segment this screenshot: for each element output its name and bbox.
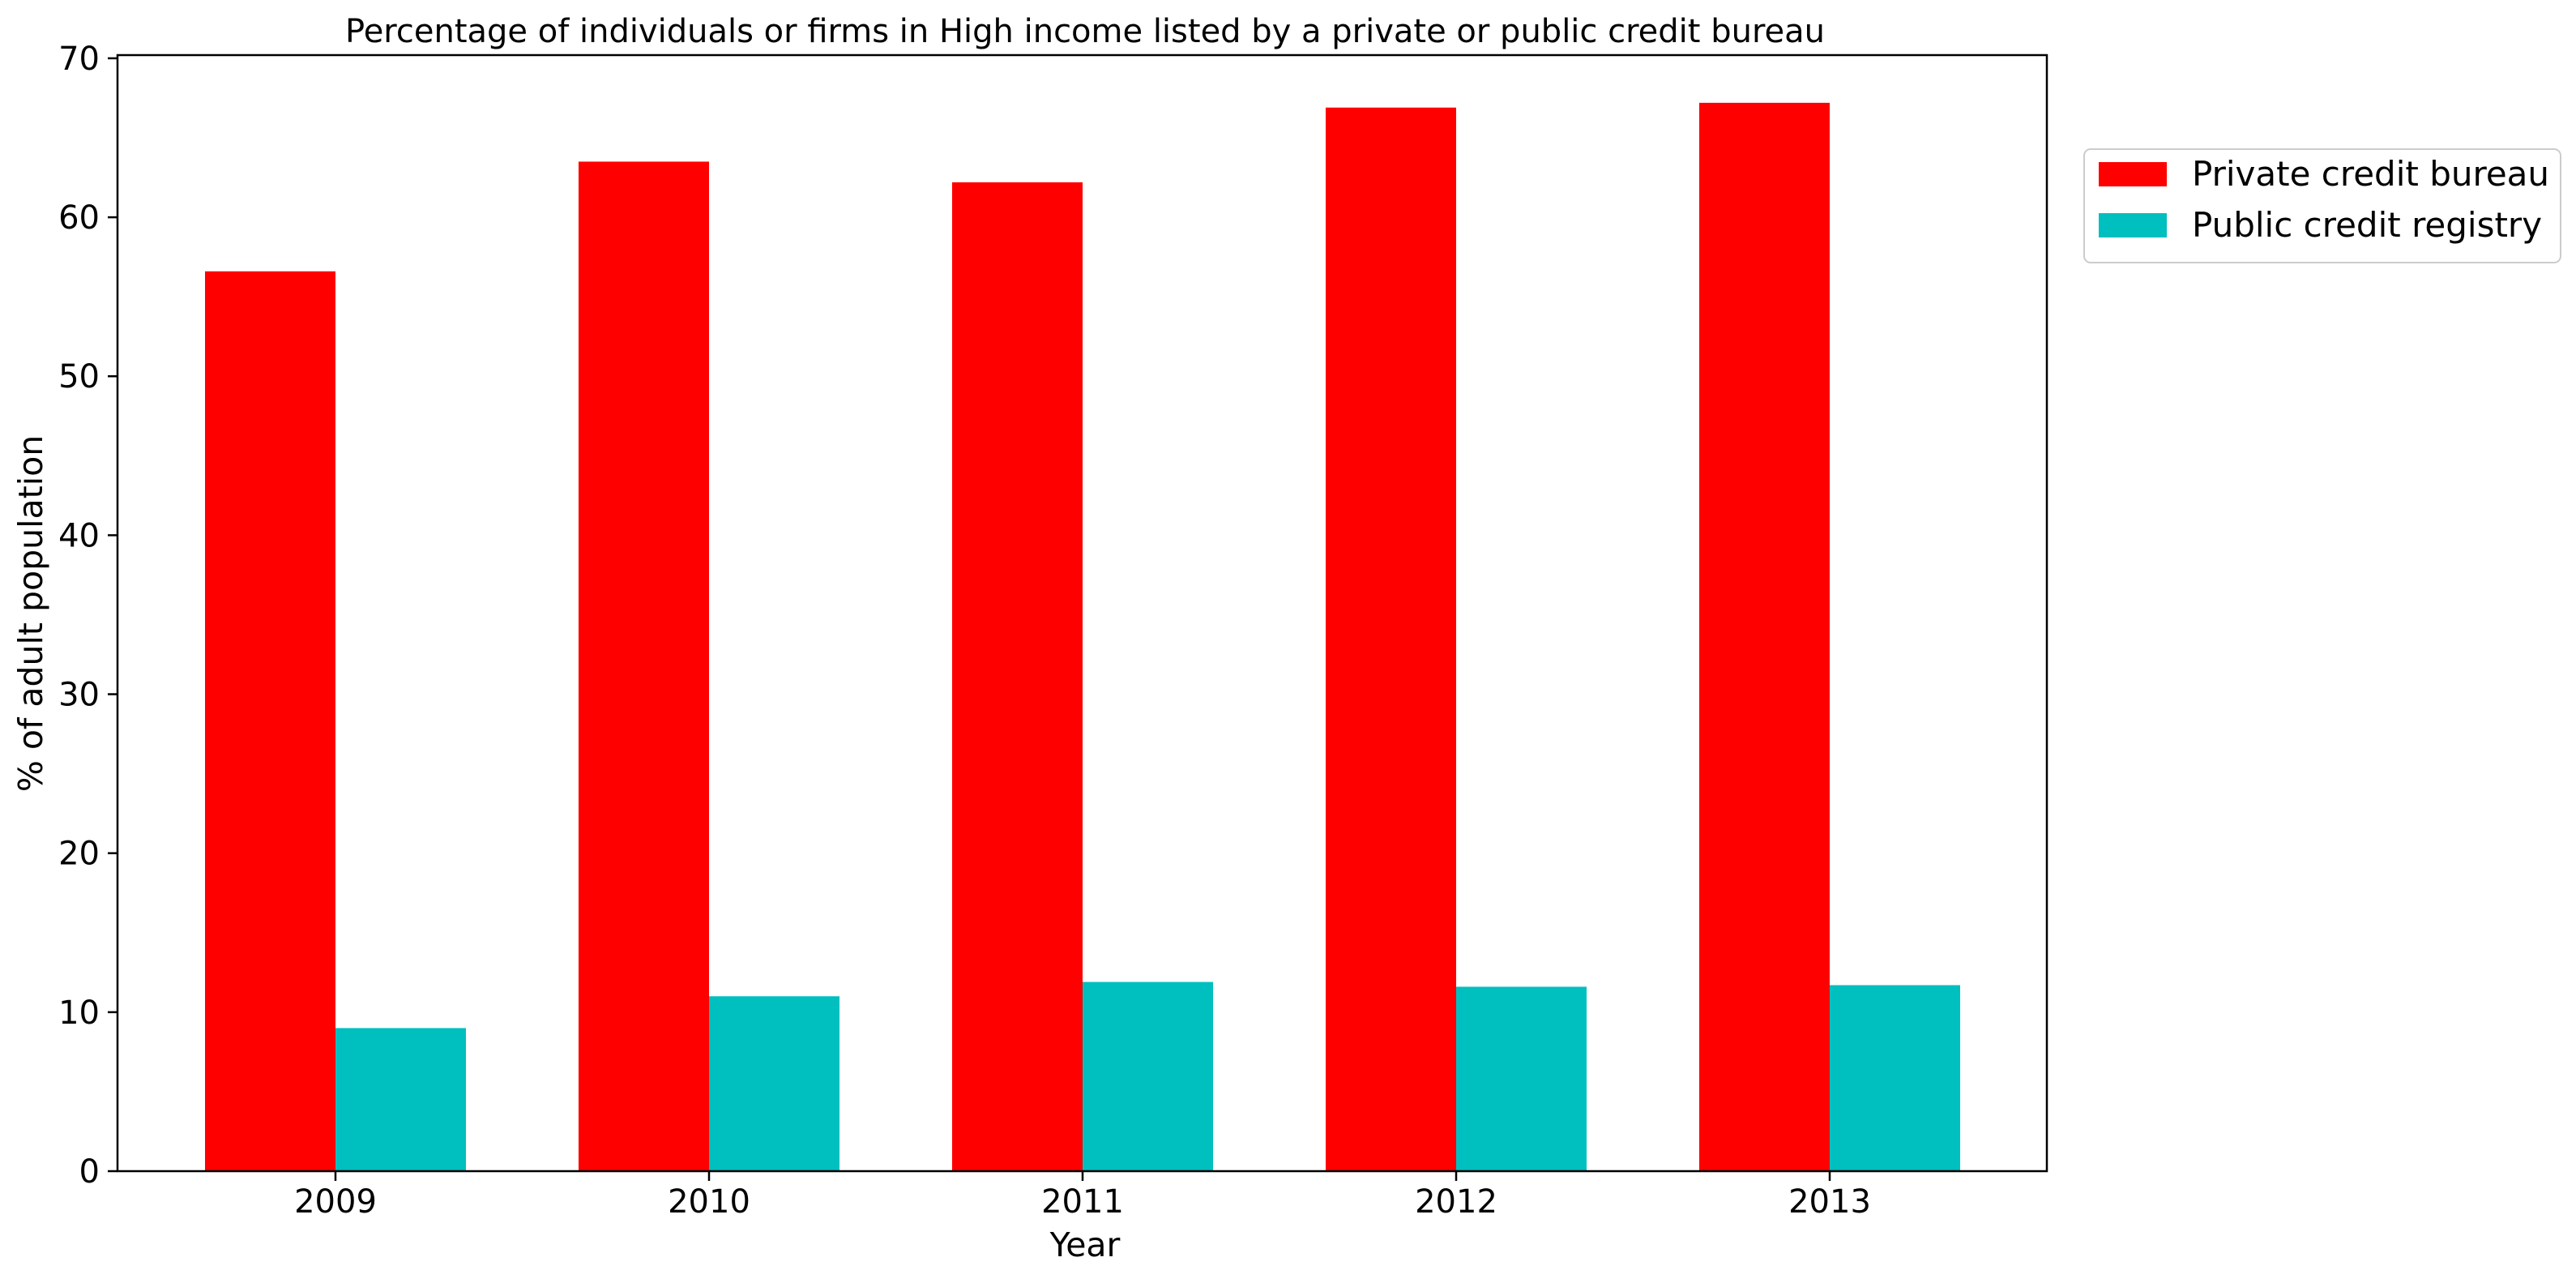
bar-public-2013 <box>1830 985 1960 1171</box>
x-tick-label: 2013 <box>1788 1183 1871 1221</box>
x-tick-label: 2009 <box>294 1183 377 1221</box>
bar-public-2011 <box>1083 981 1213 1171</box>
y-tick-label: 50 <box>58 358 100 396</box>
bar-private-2013 <box>1699 102 1830 1171</box>
legend: Private credit bureau Public credit regis… <box>2083 148 2561 263</box>
x-tick-label: 2010 <box>668 1183 750 1221</box>
x-tick-label: 2011 <box>1041 1183 1124 1221</box>
x-axis-label: Year <box>1049 1225 1121 1264</box>
legend-swatch-public <box>2099 213 2167 237</box>
y-axis-label: % of adult population <box>11 435 50 792</box>
bar-private-2011 <box>952 182 1083 1171</box>
legend-label-public: Public credit registry <box>2192 205 2542 245</box>
chart-title: Percentage of individuals or firms in Hi… <box>345 13 1825 50</box>
y-tick-label: 10 <box>58 994 100 1032</box>
bar-public-2010 <box>709 996 839 1171</box>
y-axis: 0 10 20 30 40 50 60 70 <box>58 41 117 1191</box>
y-tick-label: 0 <box>79 1153 100 1191</box>
legend-box <box>2083 148 2561 263</box>
y-tick-label: 30 <box>58 677 100 714</box>
bar-private-2012 <box>1326 107 1456 1172</box>
bar-private-2010 <box>579 161 709 1171</box>
y-tick-label: 60 <box>58 199 100 237</box>
bar-private-2009 <box>205 271 335 1171</box>
bars-layer <box>205 102 1960 1172</box>
legend-swatch-private <box>2099 162 2167 186</box>
y-tick-label: 20 <box>58 836 100 873</box>
y-tick-label: 70 <box>58 41 100 78</box>
x-tick-label: 2012 <box>1415 1183 1497 1221</box>
legend-label-private: Private credit bureau <box>2192 154 2549 194</box>
y-tick-label: 40 <box>58 517 100 554</box>
bar-public-2009 <box>335 1028 466 1171</box>
x-axis: 2009 2010 2011 2012 2013 <box>294 1171 1871 1221</box>
bar-public-2012 <box>1456 986 1587 1171</box>
